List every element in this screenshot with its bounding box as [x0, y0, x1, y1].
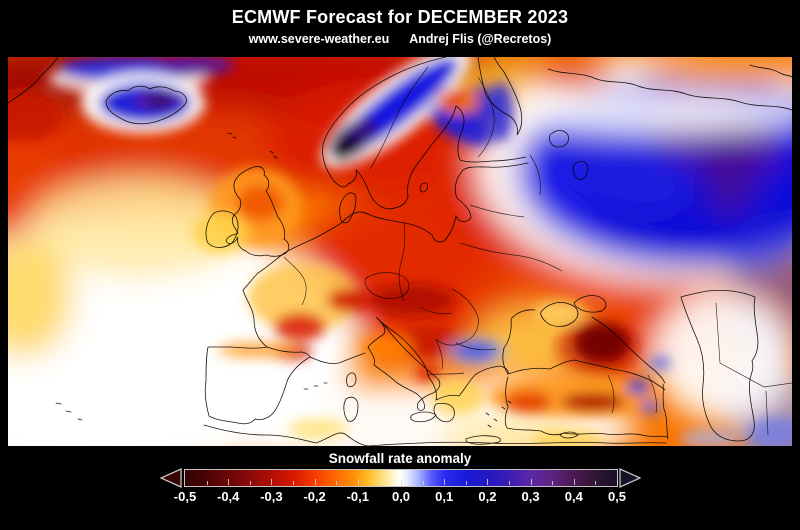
colorbar-tick-label: 0,5 — [607, 489, 627, 504]
colorbar-right-arrow-shape — [619, 468, 641, 488]
colorbar-tick-mark — [422, 481, 424, 485]
colorbar-tick-mark — [444, 479, 446, 485]
colorbar-gradient — [184, 469, 618, 487]
colorbar-tick-label: -0,5 — [173, 489, 197, 504]
colorbar-tick-mark — [487, 479, 489, 485]
colorbar-tick-mark — [552, 481, 554, 485]
forecast-map — [8, 57, 792, 446]
colorbar-tick-mark — [617, 479, 618, 485]
colorbar-tick-mark — [293, 481, 294, 485]
colorbar-tick-label: -0,4 — [216, 489, 240, 504]
subtitle: www.severe-weather.eu Andrej Flis (@Recre… — [0, 32, 800, 46]
colorbar-tick-label: -0,2 — [303, 489, 326, 504]
colorbar-tick-mark — [573, 479, 575, 485]
anomaly-detail-blobs — [8, 57, 792, 446]
colorbar-tick-mark — [249, 481, 251, 485]
page-title: ECMWF Forecast for DECEMBER 2023 — [231, 7, 569, 27]
colorbar-right-arrow — [619, 468, 641, 488]
colorbar-tick-mark — [465, 481, 467, 485]
colorbar-tick-label: 0,3 — [521, 489, 540, 504]
anomaly-map-svg — [8, 57, 792, 446]
header: ECMWF Forecast for DECEMBER 2023 www.sev… — [0, 0, 800, 46]
country-borders — [283, 66, 792, 436]
colorbar-tick-mark — [401, 479, 402, 485]
colorbar-tick-mark — [595, 481, 597, 485]
anomaly-large-blobs — [8, 57, 792, 446]
source-site: www.severe-weather.eu — [248, 32, 390, 46]
colorbar-tick-label: 0,2 — [478, 489, 497, 504]
colorbar-tick-mark — [509, 481, 510, 485]
author-credit: Andrej Flis (@Recretos) — [409, 32, 552, 46]
colorbar-tick-label: -0,3 — [260, 489, 283, 504]
colorbar-tick-label: 0,0 — [391, 489, 411, 504]
colorbar-title: Snowfall rate anomaly — [328, 451, 472, 466]
colorbar-tick-label: 0,1 — [435, 489, 454, 504]
colorbar-tick-labels: -0,5 -0,4 -0,3 -0,2 -0,1 0,0 0,1 0,2 0,3 0,4 0,5 — [0, 489, 800, 505]
colorbar-tick-label: -0,1 — [346, 489, 369, 504]
colorbar-tick-label: 0,4 — [564, 489, 583, 504]
colorbar-left-arrow-shape — [160, 468, 182, 488]
colorbar-tick-mark — [206, 481, 208, 485]
colorbar-tick-mark — [357, 479, 359, 485]
colorbar-tick-mark — [271, 479, 273, 485]
colorbar-tick-mark — [530, 479, 532, 485]
colorbar-tick-mark — [228, 479, 230, 485]
colorbar-tick-mark — [314, 479, 316, 485]
colorbar-tick-mark — [379, 481, 381, 485]
coastlines — [8, 57, 792, 446]
colorbar-tick-mark — [336, 481, 338, 485]
colorbar-left-arrow — [160, 468, 182, 488]
